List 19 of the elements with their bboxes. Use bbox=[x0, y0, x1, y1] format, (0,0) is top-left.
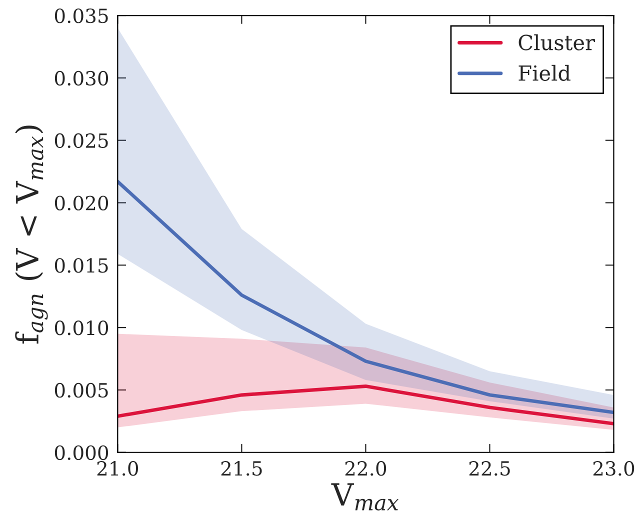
x-tick-label: 23.0 bbox=[593, 461, 634, 476]
legend-label: Cluster bbox=[518, 34, 595, 50]
y-tick-label: 0.000 bbox=[54, 445, 108, 460]
y-tick-label: 0.030 bbox=[54, 70, 108, 86]
x-tick-label: 21.5 bbox=[221, 461, 262, 476]
y-tick-label: 0.035 bbox=[54, 8, 108, 24]
y-tick-label: 0.020 bbox=[54, 196, 108, 210]
line-series bbox=[118, 180, 614, 414]
x-tick-label: 22.5 bbox=[469, 461, 510, 476]
y-tick-label: 0.015 bbox=[54, 258, 108, 273]
y-tick-label: 0.025 bbox=[54, 133, 108, 148]
y-tick-label: 0.005 bbox=[54, 382, 108, 398]
line-series bbox=[118, 384, 614, 426]
legend-label: Field bbox=[518, 64, 570, 81]
y-axis-title: f$_{agn}$ (V < V$_{max}$) bbox=[15, 126, 48, 344]
x-tick-label: 21.0 bbox=[97, 461, 138, 476]
y-tick-label: 0.010 bbox=[54, 320, 108, 336]
x-axis-title: V$_{max}$ bbox=[331, 483, 399, 511]
x-tick-label: 22.0 bbox=[345, 461, 386, 476]
